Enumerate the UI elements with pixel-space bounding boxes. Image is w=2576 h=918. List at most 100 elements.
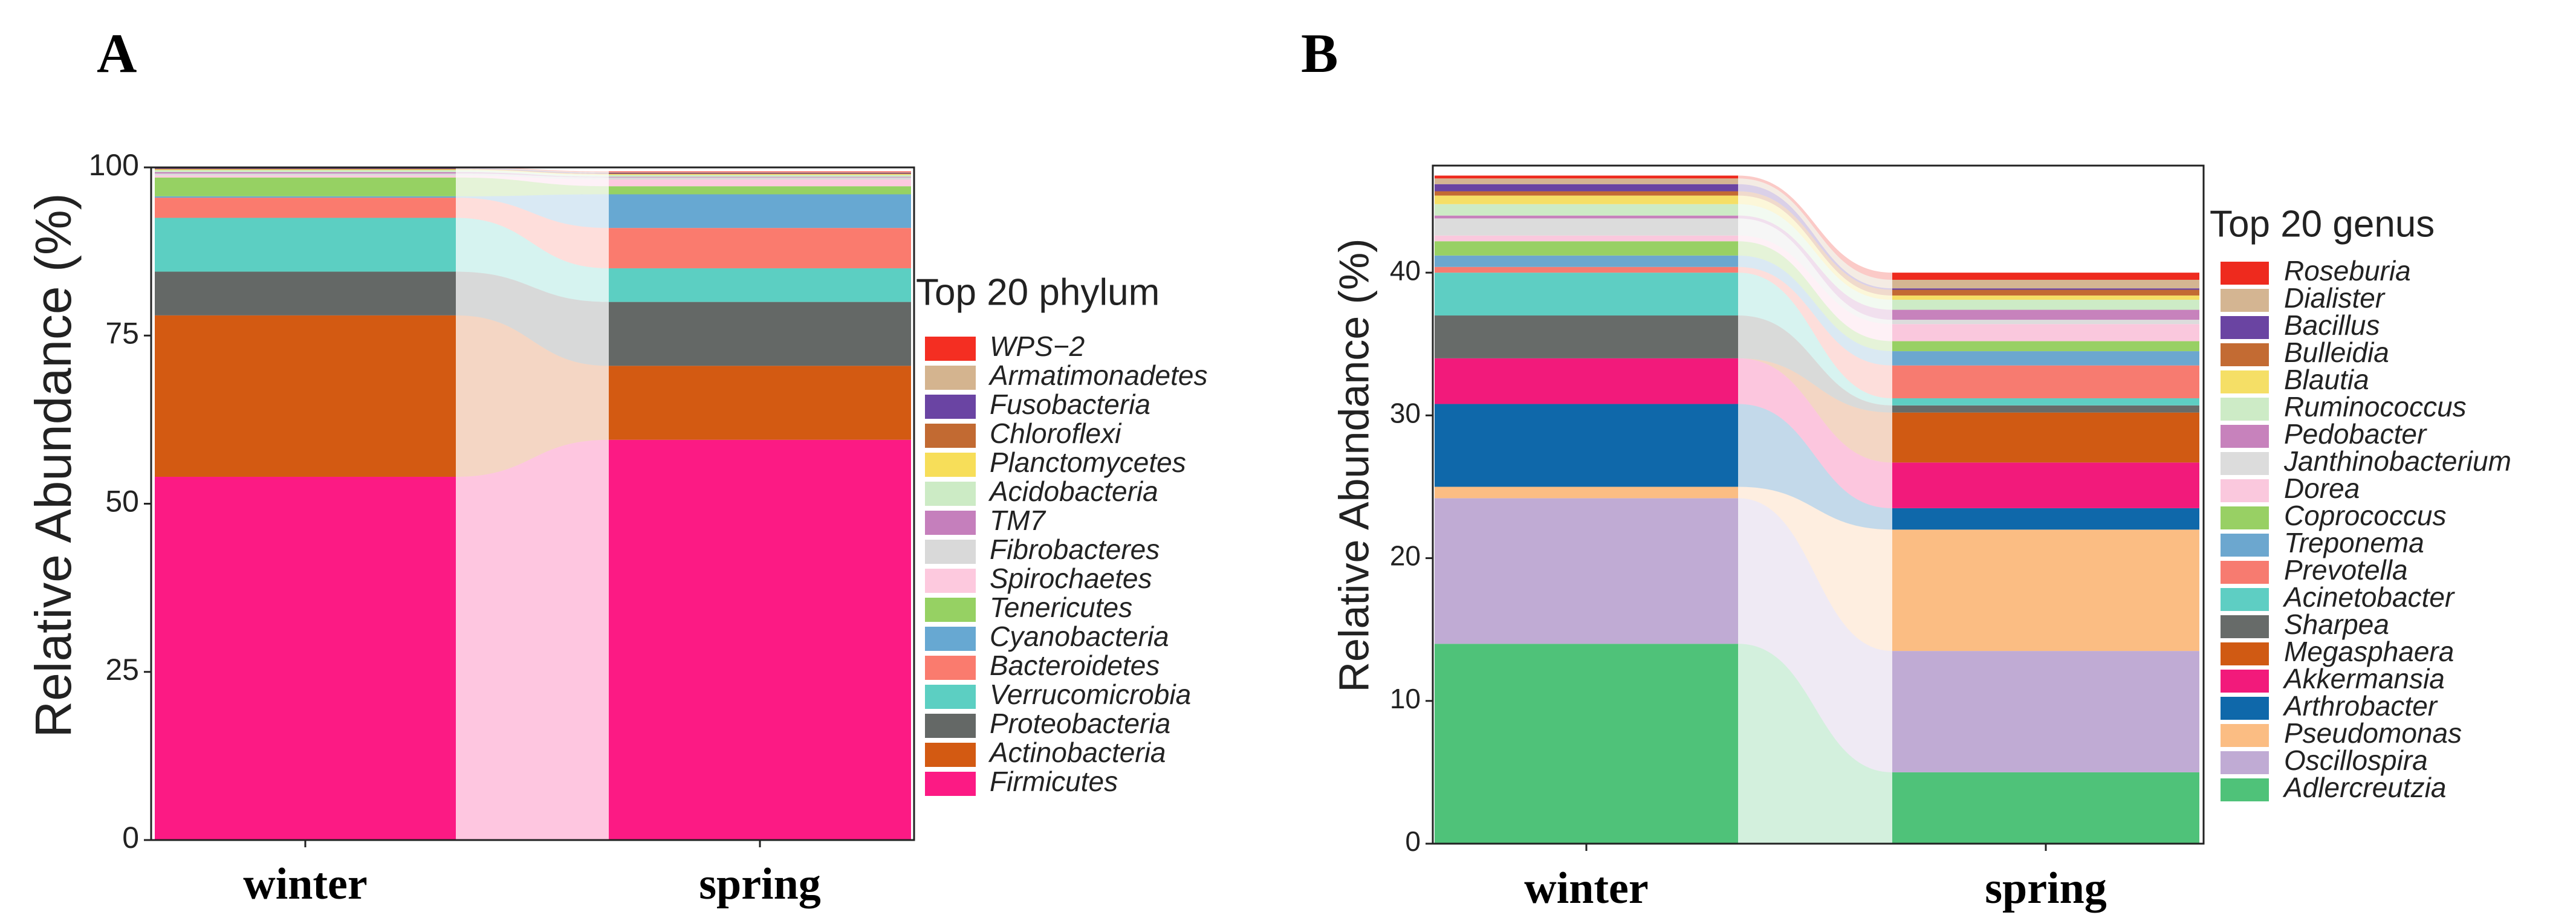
legend-label-bacteroidetes: Bacteroidetes — [990, 650, 1160, 681]
flow-sharpea — [1738, 315, 1892, 413]
flow-proteobacteria — [456, 271, 609, 366]
bar-winter-bulleidia — [1435, 191, 1738, 196]
legend-swatch-janthinobacterium — [2221, 452, 2269, 475]
legend-label-fusobacteria: Fusobacteria — [990, 389, 1150, 420]
legend-label-prevotella: Prevotella — [2284, 554, 2408, 586]
panel-label: B — [1301, 22, 1338, 84]
legend-label-wps-2: WPS−2 — [990, 331, 1085, 362]
panel-label: A — [97, 22, 137, 84]
bar-winter-proteobacteria — [155, 271, 456, 315]
bar-spring-coprococcus — [1892, 341, 2199, 352]
bar-spring-acinetobacter — [1892, 398, 2199, 406]
flow-dorea — [1738, 235, 1892, 341]
bar-spring-adlercreutzia — [1892, 772, 2199, 844]
bar-spring-dorea — [1892, 324, 2199, 341]
legend-swatch-pedobacter — [2221, 425, 2269, 448]
y-tick-label: 40 — [1390, 254, 1421, 286]
flow-firmicutes — [456, 439, 609, 840]
bar-spring-oscillospira — [1892, 651, 2199, 772]
flow-blautia — [1738, 195, 1892, 300]
bar-winter-fusobacteria — [155, 168, 456, 169]
y-tick-label: 100 — [89, 148, 139, 182]
legend-swatch-tenericutes — [925, 598, 976, 622]
legend-swatch-arthrobacter — [2221, 697, 2269, 720]
legend-label-actinobacteria: Actinobacteria — [988, 737, 1166, 768]
legend-title: Top 20 genus — [2210, 203, 2435, 245]
bar-spring-tm7 — [609, 176, 911, 178]
bar-winter-tenericutes — [155, 177, 456, 196]
legend-label-bulleidia: Bulleidia — [2284, 337, 2389, 368]
flow-bacillus — [1738, 184, 1892, 290]
legend-swatch-pseudomonas — [2221, 724, 2269, 747]
bar-winter-treponema — [1435, 255, 1738, 267]
legend-label-tm7: TM7 — [990, 505, 1046, 536]
legend-label-cyanobacteria: Cyanobacteria — [990, 621, 1169, 652]
bar-winter-tm7 — [155, 172, 456, 174]
legend-label-chloroflexi: Chloroflexi — [990, 418, 1122, 449]
bar-spring-acidobacteria — [609, 175, 911, 177]
flow-roseburia — [1738, 175, 1892, 280]
legend-label-oscillospira: Oscillospira — [2284, 745, 2428, 776]
legend-swatch-bacillus — [2221, 316, 2269, 339]
bar-spring-sharpea — [1892, 405, 2199, 413]
bar-spring-pedobacter — [1892, 309, 2199, 320]
legend-label-acinetobacter: Acinetobacter — [2282, 581, 2455, 613]
bar-spring-armatimonadetes — [609, 172, 911, 173]
y-tick-label: 25 — [105, 653, 139, 687]
category-label-winter: winter — [1524, 864, 1649, 913]
legend-swatch-coprococcus — [2221, 506, 2269, 529]
legend-label-dorea: Dorea — [2284, 473, 2360, 504]
legend-swatch-fibrobacteres — [925, 540, 976, 564]
legend-label-roseburia: Roseburia — [2284, 255, 2411, 286]
bar-winter-bacillus — [1435, 184, 1738, 192]
legend-label-akkermansia: Akkermansia — [2282, 663, 2445, 694]
legend-swatch-acinetobacter — [2221, 588, 2269, 611]
bar-winter-actinobacteria — [155, 315, 456, 477]
flow-janthinobacterium — [1738, 218, 1892, 325]
bar-spring-cyanobacteria — [609, 194, 911, 228]
legend-label-dialister: Dialister — [2284, 282, 2386, 314]
bar-spring-proteobacteria — [609, 302, 911, 366]
legend-swatch-roseburia — [2221, 262, 2269, 285]
bar-spring-arthrobacter — [1892, 508, 2199, 530]
legend-swatch-akkermansia — [2221, 670, 2269, 693]
bar-winter-acidobacteria — [155, 170, 456, 172]
bar-spring-ruminococcus — [1892, 300, 2199, 310]
bar-winter-prevotella — [1435, 267, 1738, 273]
category-label-spring: spring — [1985, 864, 2107, 913]
legend-swatch-megasphaera — [2221, 642, 2269, 665]
y-axis-title: Relative Abundance (%) — [25, 193, 82, 737]
bar-winter-firmicutes — [155, 476, 456, 840]
legend-swatch-verrucomicrobia — [925, 685, 976, 709]
flow-megasphaera — [1738, 358, 1892, 463]
y-tick-label: 10 — [1390, 683, 1421, 714]
bar-spring-chloroflexi — [609, 173, 911, 175]
bar-spring-bulleidia — [1892, 289, 2199, 296]
bar-winter-roseburia — [1435, 175, 1738, 179]
legend-label-armatimonadetes: Armatimonadetes — [988, 360, 1208, 391]
legend-label-tenericutes: Tenericutes — [990, 592, 1132, 623]
bar-winter-arthrobacter — [1435, 404, 1738, 487]
bar-spring-akkermansia — [1892, 462, 2199, 508]
legend-label-coprococcus: Coprococcus — [2284, 500, 2446, 531]
bar-spring-dialister — [1892, 279, 2199, 289]
legend-label-acidobacteria: Acidobacteria — [988, 476, 1158, 507]
bar-winter-sharpea — [1435, 315, 1738, 358]
flow-tm7 — [456, 172, 609, 178]
legend-label-pseudomonas: Pseudomonas — [2284, 717, 2462, 749]
flow-fibrobacteres — [456, 173, 609, 180]
y-tick-label: 20 — [1390, 540, 1421, 572]
bar-spring-spirochaetes — [609, 179, 911, 187]
legend-swatch-acidobacteria — [925, 482, 976, 506]
bar-winter-pedobacter — [1435, 215, 1738, 219]
y-tick-label: 75 — [105, 316, 139, 350]
legend-swatch-actinobacteria — [925, 743, 976, 767]
legend-swatch-armatimonadetes — [925, 366, 976, 390]
bar-winter-verrucomicrobia — [155, 218, 456, 272]
legend-label-adlercreutzia: Adlercreutzia — [2282, 772, 2446, 803]
bar-winter-cyanobacteria — [155, 196, 456, 198]
flow-pseudomonas — [1738, 486, 1892, 651]
flow-akkermansia — [1738, 358, 1892, 508]
